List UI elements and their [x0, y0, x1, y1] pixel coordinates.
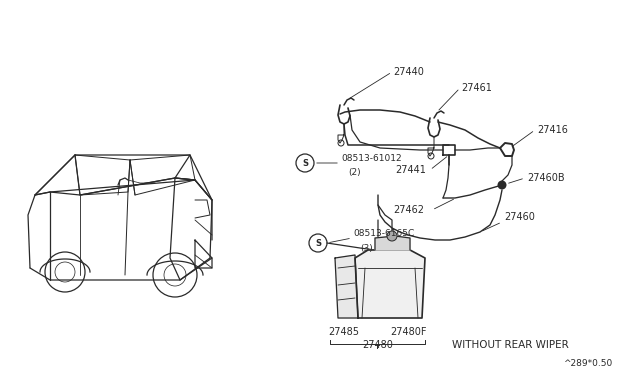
Text: 08513-61012: 08513-61012: [341, 154, 402, 163]
Text: S: S: [302, 158, 308, 167]
Polygon shape: [355, 250, 425, 318]
Text: 27460B: 27460B: [527, 173, 564, 183]
Text: 27485: 27485: [328, 327, 359, 337]
Text: 27441: 27441: [395, 165, 426, 175]
Text: 27480F: 27480F: [390, 327, 426, 337]
Text: 27440: 27440: [393, 67, 424, 77]
Text: 27461: 27461: [461, 83, 492, 93]
Text: S: S: [315, 238, 321, 247]
Polygon shape: [335, 255, 358, 318]
Text: 27416: 27416: [537, 125, 568, 135]
Circle shape: [497, 180, 506, 189]
Text: WITHOUT REAR WIPER: WITHOUT REAR WIPER: [452, 340, 569, 350]
Text: (3): (3): [360, 244, 372, 253]
Text: ^289*0.50: ^289*0.50: [563, 359, 612, 368]
Polygon shape: [375, 236, 410, 250]
Text: 27480: 27480: [362, 340, 393, 350]
Text: 27460: 27460: [504, 212, 535, 222]
Text: 08513-6165C: 08513-6165C: [353, 228, 414, 237]
Text: 27462: 27462: [393, 205, 424, 215]
Text: (2): (2): [348, 167, 360, 176]
Circle shape: [387, 231, 397, 241]
